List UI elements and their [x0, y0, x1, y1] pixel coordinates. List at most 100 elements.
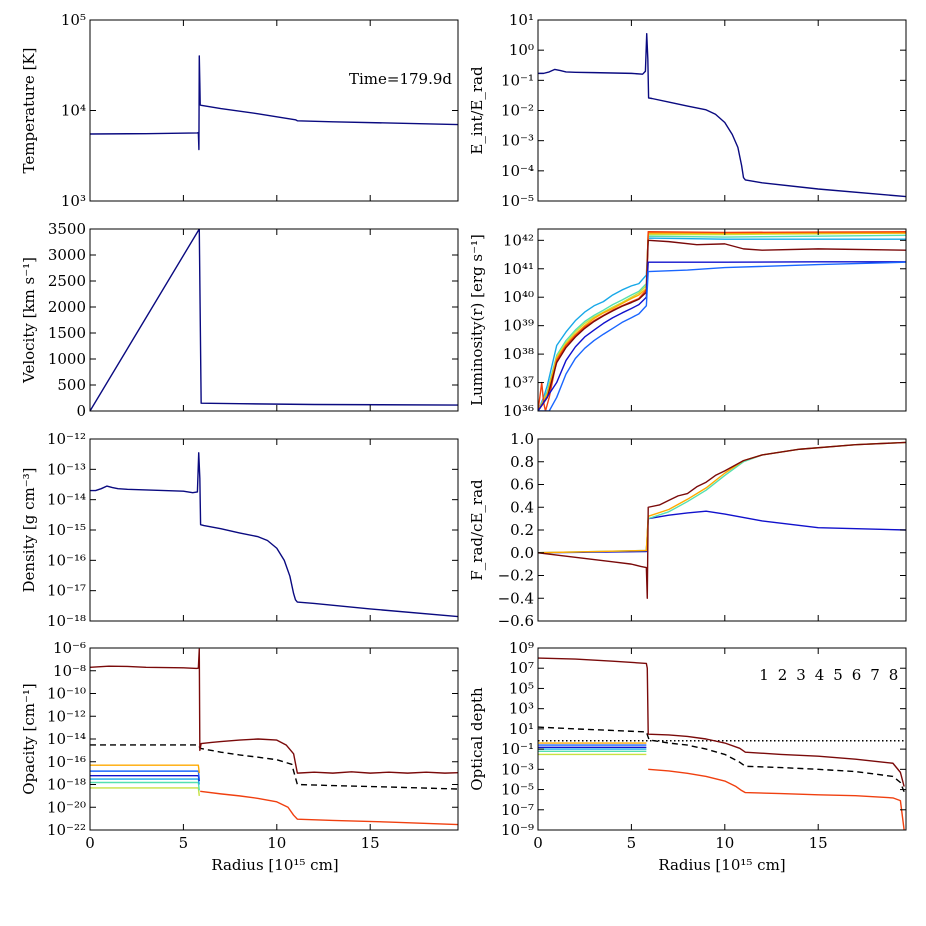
- optical_depth-y-axis-label: Optical depth: [468, 687, 486, 791]
- velocity-ytick-label: 3500: [48, 220, 86, 238]
- velocity-series-v: [90, 229, 458, 411]
- eint-ytick-label: 10⁻³: [501, 132, 534, 150]
- optical_depth-series-7: [648, 768, 905, 830]
- opacity-series-6: [90, 764, 200, 774]
- legend-item-2: 2: [778, 666, 788, 684]
- density-ytick-label: 10⁻¹⁷: [47, 582, 86, 600]
- legend-item-3: 3: [796, 666, 806, 684]
- frad-ytick-label: 1.0: [510, 430, 534, 448]
- opacity-panel: 10⁻²² 10⁻²⁰ 10⁻¹⁸ 10⁻¹⁶ 10⁻¹⁴ 10⁻¹² 10⁻¹⁰ 10⁻⁸ 1…: [20, 639, 459, 852]
- legend-item-7: 7: [870, 666, 880, 684]
- temperature-ytick-label: 10⁵: [61, 11, 86, 29]
- velocity-ytick-label: 1500: [48, 324, 86, 342]
- density-ytick-label: 10⁻¹⁴: [47, 491, 86, 509]
- legend-item-1: 1: [759, 666, 769, 684]
- luminosity-series-3: [538, 237, 906, 411]
- density-panel: 10⁻¹⁸ 10⁻¹⁷ 10⁻¹⁶ 10⁻¹⁵ 10⁻¹⁴ 10⁻¹³ 10⁻¹² Densi…: [20, 430, 459, 630]
- opacity-series-7: [200, 790, 458, 826]
- eint-ytick-label: 10⁻⁵: [501, 192, 534, 210]
- frad-ytick-label: −0.6: [498, 612, 534, 630]
- optical_depth-ytick-label: 10⁻⁵: [501, 781, 534, 799]
- opacity-ytick-label: 10⁻¹⁴: [47, 730, 86, 748]
- optical_depth-series-mean: [538, 726, 905, 793]
- opacity-series-8: [90, 648, 458, 774]
- velocity-ytick-label: 2500: [48, 272, 86, 290]
- velocity-panel: 0 500 1000 1500 2000 2500 3000 3500 Velocity [km…: [20, 220, 459, 420]
- flux-ratio-panel: −0.6 −0.4 −0.2 0.0 0.2 0.4 0.6 0.8 1.0 F_rad/cE_r…: [468, 430, 907, 630]
- frad-ytick-label: 0.6: [510, 476, 534, 494]
- optical_depth-ytick-label: 10⁻⁷: [501, 801, 534, 819]
- luminosity-ytick-label: 10⁴⁰: [503, 288, 534, 306]
- energy-ratio-panel: 10⁻⁵ 10⁻⁴ 10⁻³ 10⁻² 10⁻¹ 10⁰ 10¹ E_int/E_rad: [468, 11, 907, 210]
- opacity-ytick-label: 10⁻⁶: [53, 639, 86, 657]
- frad-ytick-label: 0.2: [510, 521, 534, 539]
- opacity-ytick-label: 10⁻¹⁸: [47, 776, 86, 794]
- velocity-ytick-label: 1000: [48, 350, 86, 368]
- frad-y-axis-label: F_rad/cE_rad: [468, 479, 486, 581]
- opacity-xtick-label: 15: [361, 834, 380, 852]
- temperature-y-axis-label: Temperature [K]: [20, 48, 38, 174]
- density-series-rho: [90, 452, 458, 618]
- velocity-ytick-label: 2000: [48, 298, 86, 316]
- luminosity-ytick-label: 10³⁶: [503, 402, 534, 420]
- opacity-series-5: [90, 787, 200, 796]
- legend-item-6: 6: [852, 666, 862, 684]
- frad-ytick-label: −0.2: [498, 567, 534, 585]
- luminosity-ytick-label: 10⁴²: [503, 231, 534, 249]
- velocity-ytick-label: 0: [76, 402, 86, 420]
- frad-series-6: [538, 441, 906, 554]
- legend-item-4: 4: [815, 666, 825, 684]
- velocity-ytick-label: 3000: [48, 246, 86, 264]
- eint-ytick-label: 10⁰: [509, 41, 534, 59]
- opacity-ytick-label: 10⁻¹²: [47, 707, 86, 725]
- optical_depth-xtick-label: 15: [809, 834, 828, 852]
- optical_depth-ytick-label: 10⁷: [509, 659, 534, 677]
- frad-ytick-label: 0.8: [510, 453, 534, 471]
- luminosity-series-1: [538, 261, 906, 411]
- eint-y-axis-label: E_int/E_rad: [468, 66, 486, 155]
- eint-series-Eint/Erad: [538, 33, 906, 198]
- x-axis-label-right: Radius [10¹⁵ cm]: [658, 856, 785, 874]
- opacity-y-axis-label: Opacity [cm⁻¹]: [20, 683, 38, 795]
- density-ytick-label: 10⁻¹²: [47, 430, 86, 448]
- opacity-ytick-label: 10⁻⁸: [53, 662, 86, 680]
- eint-ytick-label: 10⁻²: [501, 102, 534, 120]
- luminosity-series-5: [538, 232, 906, 411]
- optical_depth-plot-frame: [537, 647, 907, 831]
- density-ytick-label: 10⁻¹⁵: [47, 521, 86, 539]
- frad-ytick-label: 0.4: [510, 498, 534, 516]
- opacity-series-1: [90, 774, 200, 782]
- luminosity-series-2: [538, 261, 906, 411]
- opacity-series-3: [90, 778, 200, 785]
- frad-ytick-label: −0.4: [498, 589, 534, 607]
- optical_depth-ytick-label: 10⁻¹: [501, 740, 534, 758]
- density-ytick-label: 10⁻¹³: [47, 460, 86, 478]
- velocity-ytick-label: 500: [57, 376, 86, 394]
- optical_depth-xtick-label: 10: [715, 834, 734, 852]
- optical_depth-ytick-label: 10⁹: [509, 639, 534, 657]
- luminosity-series-4: [538, 234, 906, 411]
- frad-plot-frame: [537, 438, 907, 622]
- optical_depth-ytick-label: 10³: [509, 700, 534, 718]
- density-ytick-label: 10⁻¹⁶: [47, 551, 86, 569]
- optical_depth-ytick-label: 10¹: [509, 720, 534, 738]
- luminosity-y-axis-label: Luminosity(r) [erg s⁻¹]: [468, 234, 486, 406]
- opacity-xtick-label: 10: [267, 834, 286, 852]
- frad-ytick-label: 0.0: [510, 544, 534, 562]
- opacity-xtick-label: 0: [85, 834, 95, 852]
- temperature-panel: 10³ 10⁴ 10⁵ Temperature [K]: [20, 11, 459, 210]
- opacity-ytick-label: 10⁻¹⁶: [47, 753, 86, 771]
- luminosity-series-8: [538, 239, 906, 411]
- temperature-series-T: [90, 55, 458, 151]
- luminosity-series-6: [538, 232, 906, 411]
- luminosity-plot-frame: [537, 228, 907, 412]
- frad-series-1: [538, 510, 906, 554]
- optical-depth-panel: 10⁻⁹ 10⁻⁷ 10⁻⁵ 10⁻³ 10⁻¹ 10¹ 10³ 10⁵ 10⁷ 10⁹ 0 5 10 1…: [468, 639, 907, 852]
- eint-ytick-label: 10¹: [509, 11, 534, 29]
- density-plot-frame: [89, 438, 459, 622]
- opacity-series-4: [90, 781, 200, 791]
- optical_depth-ytick-label: 10⁻⁹: [501, 821, 534, 839]
- luminosity-ytick-label: 10³⁷: [503, 374, 534, 392]
- luminosity-ytick-label: 10⁴¹: [503, 260, 534, 278]
- x-axis-label-left: Radius [10¹⁵ cm]: [211, 856, 338, 874]
